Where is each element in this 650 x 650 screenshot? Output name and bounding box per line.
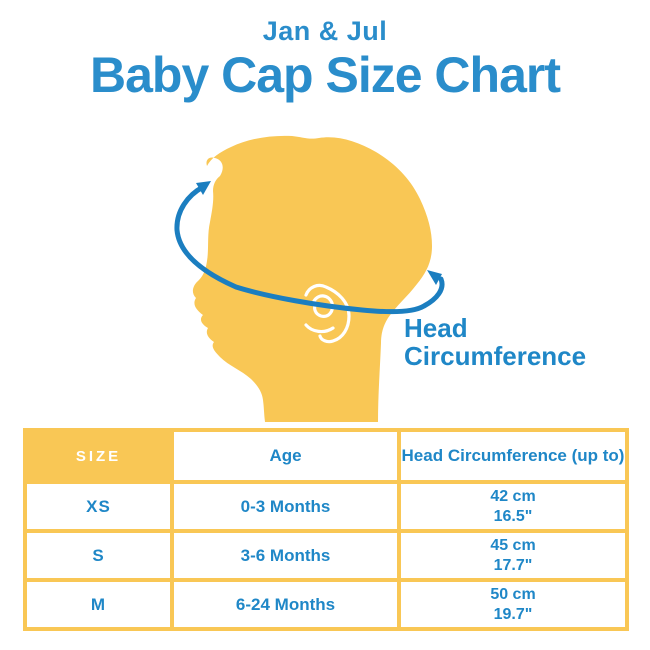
circumference-inches: 17.7": [493, 556, 533, 574]
hair-curl-detail: [204, 165, 214, 175]
age-value: 3-6 Months: [170, 529, 401, 582]
size-value: M: [23, 578, 174, 631]
table-row-s: S 3-6 Months 45 cm 17.7": [23, 529, 629, 582]
circumference-arrow-arc: [174, 184, 445, 315]
circumference-value: 50 cm 19.7": [397, 578, 629, 631]
table-row-m: M 6-24 Months 50 cm 19.7": [23, 578, 629, 631]
column-header-age: Age: [170, 428, 401, 484]
arrowhead-left-icon: [196, 181, 211, 195]
size-value: XS: [23, 480, 174, 533]
arrowhead-right-icon: [427, 270, 442, 285]
table-row-xs: XS 0-3 Months 42 cm 16.5": [23, 480, 629, 533]
circumference-value: 45 cm 17.7": [397, 529, 629, 582]
table-header-row: SIZE Age Head Circumference (up to): [23, 428, 629, 484]
column-header-circumference: Head Circumference (up to): [397, 428, 629, 484]
head-measurement-illustration: [174, 135, 445, 423]
circumference-value: 42 cm 16.5": [397, 480, 629, 533]
brand-name: Jan & Jul: [262, 16, 388, 46]
column-header-size: SIZE: [23, 428, 174, 484]
head-circumference-label: Head Circumference: [404, 314, 586, 370]
page-title: Baby Cap Size Chart: [89, 47, 561, 103]
size-value: S: [23, 529, 174, 582]
circumference-inches: 16.5": [493, 507, 533, 525]
size-table: SIZE Age Head Circumference (up to) XS 0…: [23, 428, 629, 631]
circumference-cm: 45 cm: [490, 536, 536, 554]
baby-head-silhouette-icon: [192, 135, 432, 423]
age-value: 0-3 Months: [170, 480, 401, 533]
ear-icon: [304, 283, 351, 344]
circumference-cm: 42 cm: [490, 487, 536, 505]
circumference-inches: 19.7": [493, 605, 533, 623]
circumference-arrow: [174, 181, 445, 315]
head-circumference-label-line2: Circumference: [404, 341, 587, 371]
age-value: 6-24 Months: [170, 578, 401, 631]
head-circumference-label-line1: Head: [404, 313, 468, 343]
circumference-cm: 50 cm: [490, 585, 536, 603]
